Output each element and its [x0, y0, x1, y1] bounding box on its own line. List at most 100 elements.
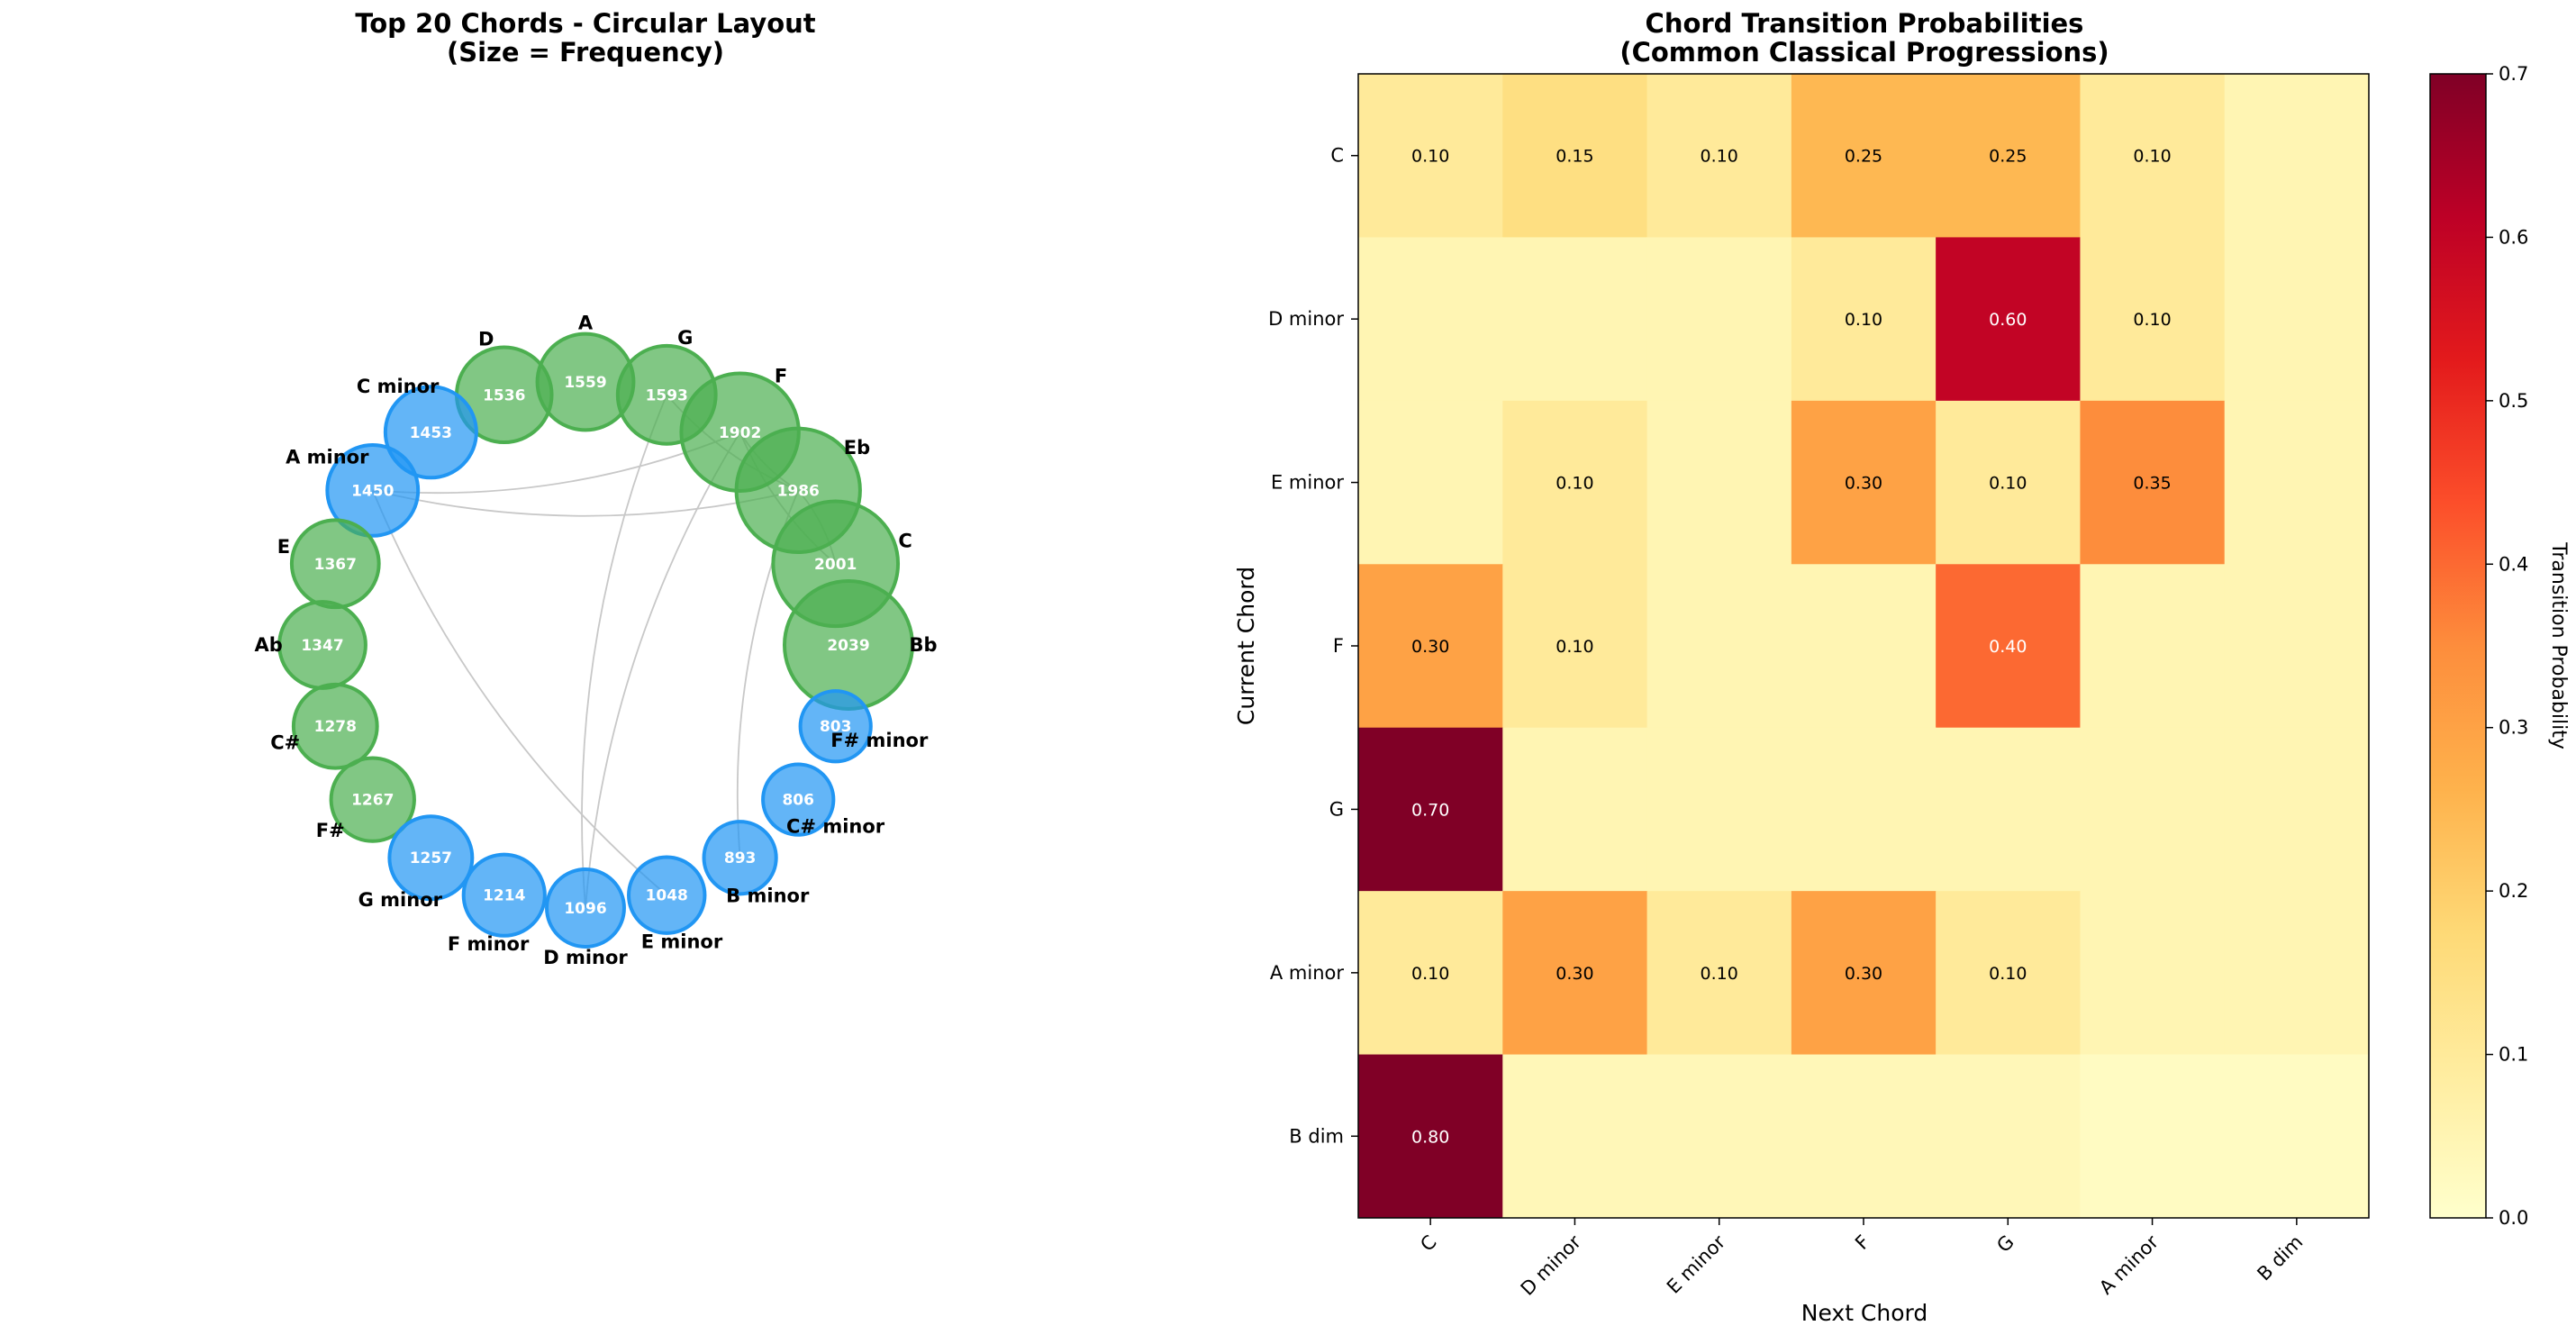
colorbar-tick-label: 0.4	[2499, 553, 2528, 575]
cell-e-minor-to-d-minor	[1502, 400, 1648, 565]
y-tick-label: F	[1333, 635, 1344, 657]
cell-value: 0.10	[1989, 474, 2027, 494]
colorbar-tick-label: 0.7	[2499, 63, 2528, 85]
cell-value: 0.25	[1989, 147, 2027, 167]
node-a: 1559 A	[535, 313, 636, 432]
node-label: Ab	[254, 634, 282, 656]
colorbar-tick-label: 0.3	[2499, 717, 2528, 739]
cell-value: 0.10	[2133, 147, 2171, 167]
cell-f-to-g	[1936, 564, 2081, 729]
cell-c-to-f	[1791, 74, 1937, 238]
cell-d-minor-to-b-dim	[2224, 237, 2370, 402]
node-circle	[387, 814, 475, 902]
node-label: F	[775, 365, 787, 386]
node-label: G	[677, 327, 693, 349]
node-d-minor: 1096 D minor	[543, 867, 628, 968]
edge-a-minor-to-e-minor	[371, 490, 667, 896]
node-label: D	[478, 329, 494, 350]
colorbar: 0.0 0.1 0.2 0.3 0.4 0.5 0.6 0.7	[2429, 63, 2528, 1229]
node-label: C minor	[357, 376, 440, 397]
heatmap-x-axis-label: Next Chord	[1801, 1300, 1928, 1326]
cell-c-to-d-minor	[1502, 74, 1648, 238]
cell-g-to-f	[1791, 727, 1937, 892]
node-label: A minor	[286, 447, 369, 468]
edge-f-to-d-minor	[585, 431, 741, 909]
cell-f-to-c	[1358, 564, 1503, 729]
colorbar-tick-label: 0.6	[2499, 226, 2528, 248]
colorbar-tick-label: 0.0	[2499, 1207, 2528, 1229]
x-tick-label: B dim	[2253, 1231, 2307, 1285]
cell-b-dim-to-d-minor	[1502, 1054, 1648, 1219]
node-label: D minor	[543, 947, 628, 968]
cell-value: 0.30	[1845, 474, 1882, 494]
network-nodes: 2039 Bb 2001 C 1986 Eb 1902 F 1593 G 1559 A 1536 D 145…	[254, 313, 937, 968]
node-count: 893	[724, 849, 757, 867]
cell-value: 0.30	[1556, 964, 1593, 984]
cell-value: 0.10	[1701, 964, 1738, 984]
node-label: Eb	[844, 437, 870, 459]
node-count: 1986	[777, 482, 820, 500]
node-count: 803	[820, 718, 852, 736]
x-tick-label: E minor	[1663, 1231, 1730, 1298]
heatmap-title-line1: Chord Transition Probabilities	[1646, 8, 2084, 39]
cell-a-minor-to-f	[1791, 891, 1937, 1056]
node-count: 1450	[351, 482, 394, 500]
edge-g-to-d-minor	[581, 394, 668, 909]
network-title-line1: Top 20 Chords - Circular Layout	[355, 8, 815, 39]
node-label: C	[898, 531, 912, 552]
node-circle	[798, 689, 873, 764]
cell-value: 0.40	[1989, 637, 2027, 657]
x-tick-label: C	[1416, 1231, 1440, 1256]
y-tick-label: D minor	[1268, 308, 1344, 330]
node-count: 1559	[564, 374, 606, 392]
transition-heatmap-chart: Chord Transition Probabilities (Common C…	[1233, 8, 2570, 1326]
cell-d-minor-to-d-minor	[1502, 237, 1648, 402]
cell-e-minor-to-e-minor	[1646, 400, 1792, 565]
cell-b-dim-to-g	[1936, 1054, 2081, 1219]
cell-f-to-e-minor	[1646, 564, 1792, 729]
node-count: 1267	[351, 792, 394, 810]
node-label: A	[578, 313, 594, 334]
node-circle	[545, 867, 626, 949]
cell-value: 0.10	[1989, 964, 2027, 984]
cell-value: 0.15	[1556, 147, 1593, 167]
cell-e-minor-to-b-dim	[2224, 400, 2370, 565]
cell-value: 0.10	[1556, 637, 1593, 657]
node-count: 1367	[314, 556, 357, 574]
cell-value: 0.10	[2133, 310, 2171, 330]
cell-d-minor-to-e-minor	[1646, 237, 1792, 402]
cell-f-to-b-dim	[2224, 564, 2370, 729]
node-c-minor: 1453 C minor	[357, 376, 478, 480]
cell-value: 0.30	[1845, 964, 1882, 984]
x-tick-label: A minor	[2095, 1231, 2163, 1298]
node-count: 2001	[814, 556, 857, 574]
node-circle	[325, 442, 421, 538]
cell-value: 0.10	[1845, 310, 1882, 330]
cell-a-minor-to-e-minor	[1646, 891, 1792, 1056]
node-label: B minor	[726, 885, 810, 906]
cell-b-dim-to-c	[1358, 1054, 1503, 1219]
node-circle	[627, 855, 707, 935]
cell-g-to-c	[1358, 727, 1503, 892]
network-title-line2: (Size = Frequency)	[447, 37, 724, 68]
node-label: F# minor	[830, 730, 929, 751]
node-a-minor: 1450 A minor	[286, 442, 421, 538]
heatmap-y-ticks: C D minor E minor F G A minor B dim	[1268, 145, 1358, 1147]
heatmap-title-line2: (Common Classical Progressions)	[1619, 37, 2109, 68]
cell-e-minor-to-a-minor	[2080, 400, 2226, 565]
edge-a-minor-to-eb	[372, 489, 799, 517]
node-circle	[702, 820, 778, 896]
cell-d-minor-to-c	[1358, 237, 1503, 402]
cell-a-minor-to-g	[1936, 891, 2081, 1056]
cell-value: 0.80	[1411, 1127, 1449, 1147]
node-count: 1453	[410, 424, 452, 442]
node-count: 806	[782, 792, 814, 810]
cell-value: 0.25	[1845, 147, 1882, 167]
cell-value: 0.70	[1411, 800, 1449, 820]
node-e: 1367 E	[277, 518, 381, 610]
node-circle	[383, 385, 478, 480]
node-count: 1347	[301, 637, 343, 655]
heatmap-x-ticks: C D minor E minor F G A minor B dim	[1416, 1218, 2307, 1300]
node-e-minor: 1048 E minor	[627, 855, 723, 952]
